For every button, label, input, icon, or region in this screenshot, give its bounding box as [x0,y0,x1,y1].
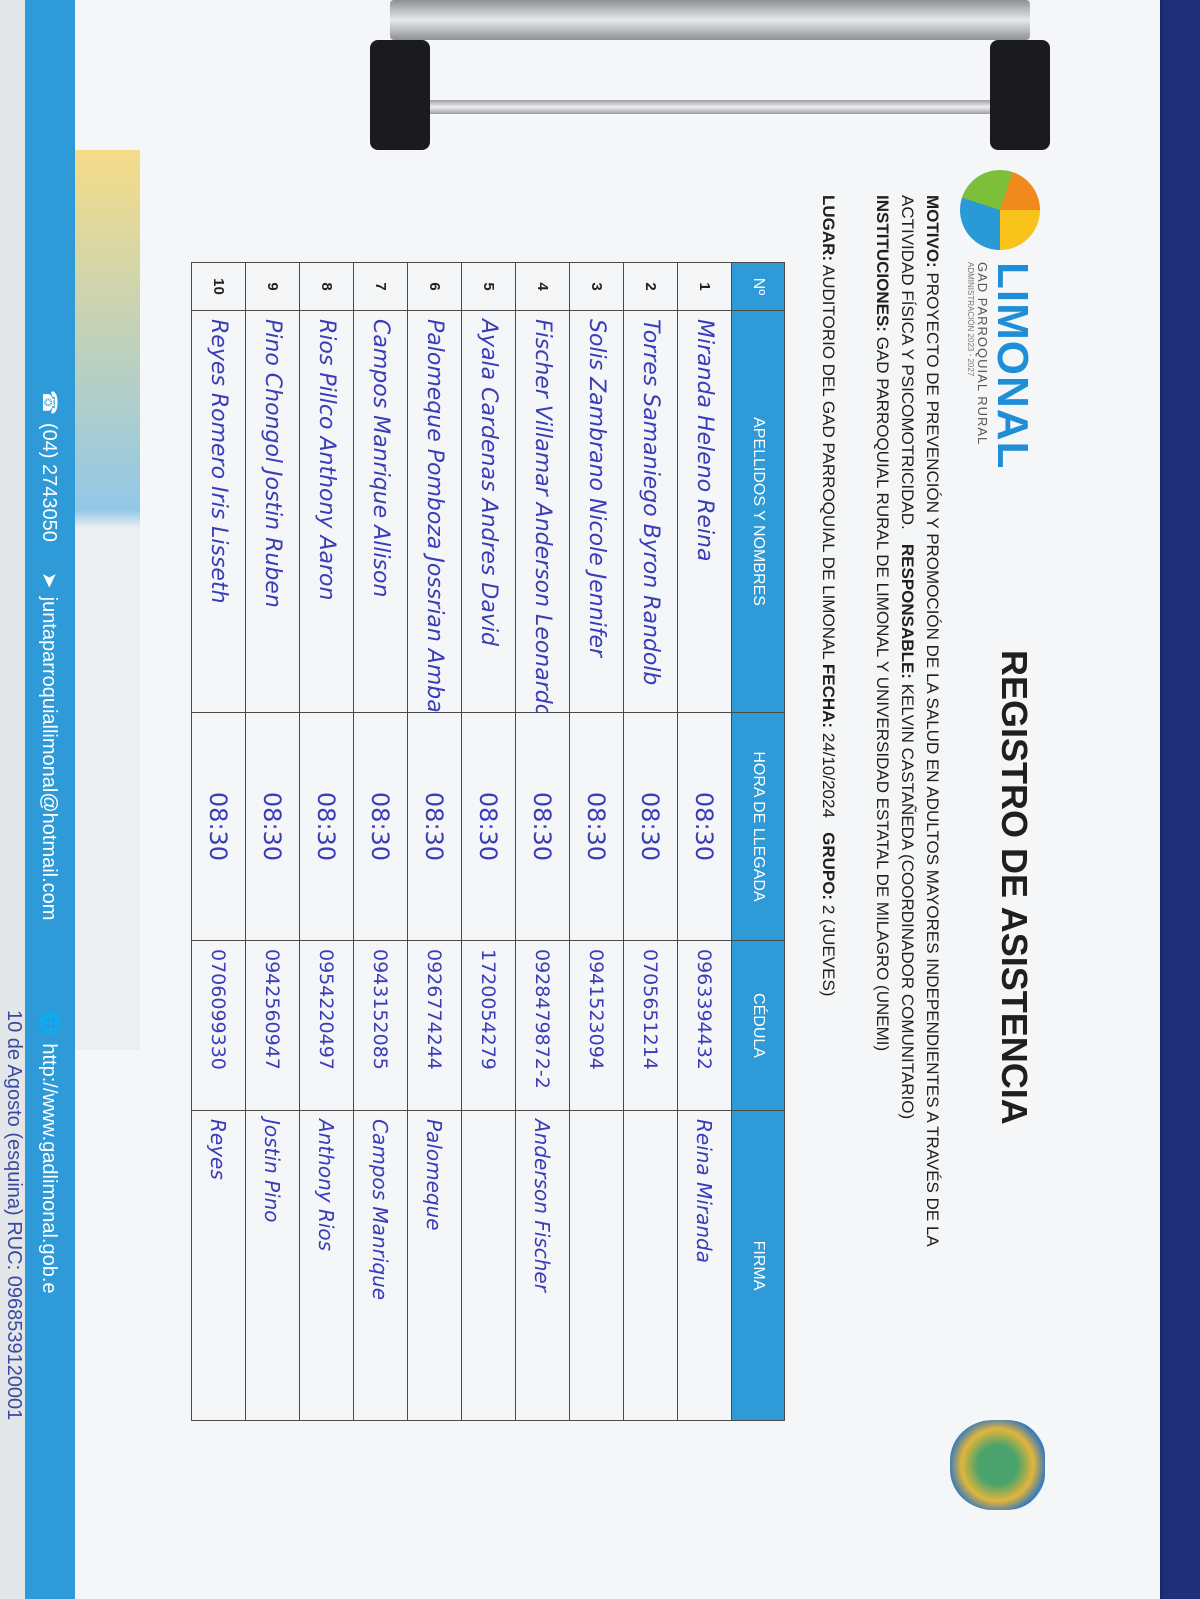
row-number: 7 [353,262,408,311]
arrival-time: 08:30 [677,712,732,941]
motivo-responsable-line: ACTIVIDAD FÍSICA Y PSICOMOTRICIDAD. RESP… [898,195,917,1120]
globe-icon: 🌐 [38,1010,61,1036]
row-number: 4 [515,262,570,311]
id-number: 0943152085 [353,940,408,1111]
instituciones-line: INSTITUCIONES: GAD PARROQUIAL RURAL DE L… [873,195,892,1052]
signature: Palomeque [407,1110,462,1421]
arrival-time: 08:30 [623,712,678,941]
arrival-time: 08:30 [515,712,570,941]
lugar-line: LUGAR: AUDITORIO DEL GAD PARROQUIAL DE L… [819,195,838,997]
logo-name: LIMONAL [988,262,1037,470]
attendee-name: Reyes Romero Iris Lisseth [191,310,246,713]
arrival-time: 08:30 [461,712,516,941]
attendee-name: Torres Samaniego Byron Randolb [623,310,678,713]
table-row: 2 Torres Samaniego Byron Randolb 08:30 0705… [623,262,678,1421]
id-number: 0963394432 [677,940,732,1111]
arrival-time: 08:30 [407,712,462,941]
table-row: 7 Campos Manrique Allison 08:30 0943152085 C… [353,262,408,1421]
id-number: 0705651214 [623,940,678,1111]
attendee-name: Fischer Villamar Anderson Leonardo [515,310,570,713]
row-number: 9 [245,262,300,311]
table-header-row: Nº APELLIDOS Y NOMBRES HORA DE LLEGADA C… [731,262,785,1421]
id-number: 1720054279 [461,940,516,1111]
footer-phone: ☎(04) 2743050 [38,390,61,542]
table-row: 6 Palomeque Pomboza Jossrian Ambar 08:30 09… [407,262,462,1421]
logo-subtitle: GAD PARROQUIAL RURAL [975,262,990,446]
logo-mark-icon [960,170,1040,250]
signature: Anderson Fischer [515,1110,570,1421]
clipboard-clip [370,0,1050,150]
arrival-time: 08:30 [569,712,624,941]
page-title: REGISTRO DE ASISTENCIA [994,650,1035,1125]
header-number: Nº [731,262,785,311]
signature: Campos Manrique [353,1110,408,1421]
arrival-time: 08:30 [245,712,300,941]
table-row: 9 Pino Chongol Jostin Ruben 08:30 094256094… [245,262,300,1421]
row-number: 8 [299,262,354,311]
table-row: 5 Ayala Cardenas Andres David 08:30 1720054… [461,262,516,1421]
arrival-time: 08:30 [353,712,408,941]
attendee-name: Palomeque Pomboza Jossrian Ambar [407,310,462,713]
header-arrival-time: HORA DE LLEGADA [731,712,785,941]
attendee-name: Rios Pillco Anthony Aaron [299,310,354,713]
header-id: CÉDULA [731,940,785,1111]
row-number: 3 [569,262,624,311]
footer-address: 10 de Agosto (esquina) RUC: 096853912000… [3,1010,25,1421]
footer-band: ☎(04) 2743050 ➤juntaparroquiallimonal@ho… [25,0,75,1599]
signature [623,1110,678,1421]
footer-web: 🌐http://www.gadlimonal.gob.e [38,1010,61,1294]
id-number: 0926774244 [407,940,462,1111]
id-number: 0928479872-2 [515,940,570,1111]
attendee-name: Campos Manrique Allison [353,310,408,713]
id-number: 0942560947 [245,940,300,1111]
attendee-name: Miranda Heleno Reina [677,310,732,713]
limonal-logo: LIMONAL GAD PARROQUIAL RURAL ADMINISTRAC… [960,170,1040,469]
attendee-name: Solis Zambrano Nicole Jennifer [569,310,624,713]
attendee-name: Ayala Cardenas Andres David [461,310,516,713]
signature: Reyes [191,1110,246,1421]
row-number: 2 [623,262,678,311]
header-signature: FIRMA [731,1110,785,1421]
motivo-line: MOTIVO: PROYECTO DE PREVENCIÓN Y PROMOCI… [923,195,942,1247]
row-number: 6 [407,262,462,311]
table-row: 1 Miranda Heleno Reina 08:30 0963394432 Rein… [677,262,732,1421]
header-names: APELLIDOS Y NOMBRES [731,310,785,713]
id-number: 0941523094 [569,940,624,1111]
signature: Anthony Rios [299,1110,354,1421]
table-row: 4 Fischer Villamar Anderson Leonardo 08:30… [515,262,570,1421]
paper-plane-icon: ➤ [38,571,61,589]
footer-decoration [75,150,140,1050]
arrival-time: 08:30 [191,712,246,941]
row-number: 10 [191,262,246,311]
table-row: 3 Solis Zambrano Nicole Jennifer 08:30 0941… [569,262,624,1421]
id-number: 0706099330 [191,940,246,1111]
id-number: 0954220497 [299,940,354,1111]
row-number: 1 [677,262,732,311]
arrival-time: 08:30 [299,712,354,941]
attendance-table: Nº APELLIDOS Y NOMBRES HORA DE LLEGADA C… [191,262,785,1421]
table-row: 10 Reyes Romero Iris Lisseth 08:30 07060993… [191,262,246,1421]
signature [569,1110,624,1421]
signature [461,1110,516,1421]
logo-admin: ADMINISTRACIÓN 2023 - 2027 [966,262,975,377]
table-row: 8 Rios Pillco Anthony Aaron 08:30 095422049… [299,262,354,1421]
parish-seal-icon [950,1420,1045,1510]
phone-icon: ☎ [38,390,61,415]
footer-email: ➤juntaparroquiallimonal@hotmail.com [38,571,61,921]
signature: Reina Miranda [677,1110,732,1421]
signature: Jostin Pino [245,1110,300,1421]
row-number: 5 [461,262,516,311]
attendee-name: Pino Chongol Jostin Ruben [245,310,300,713]
